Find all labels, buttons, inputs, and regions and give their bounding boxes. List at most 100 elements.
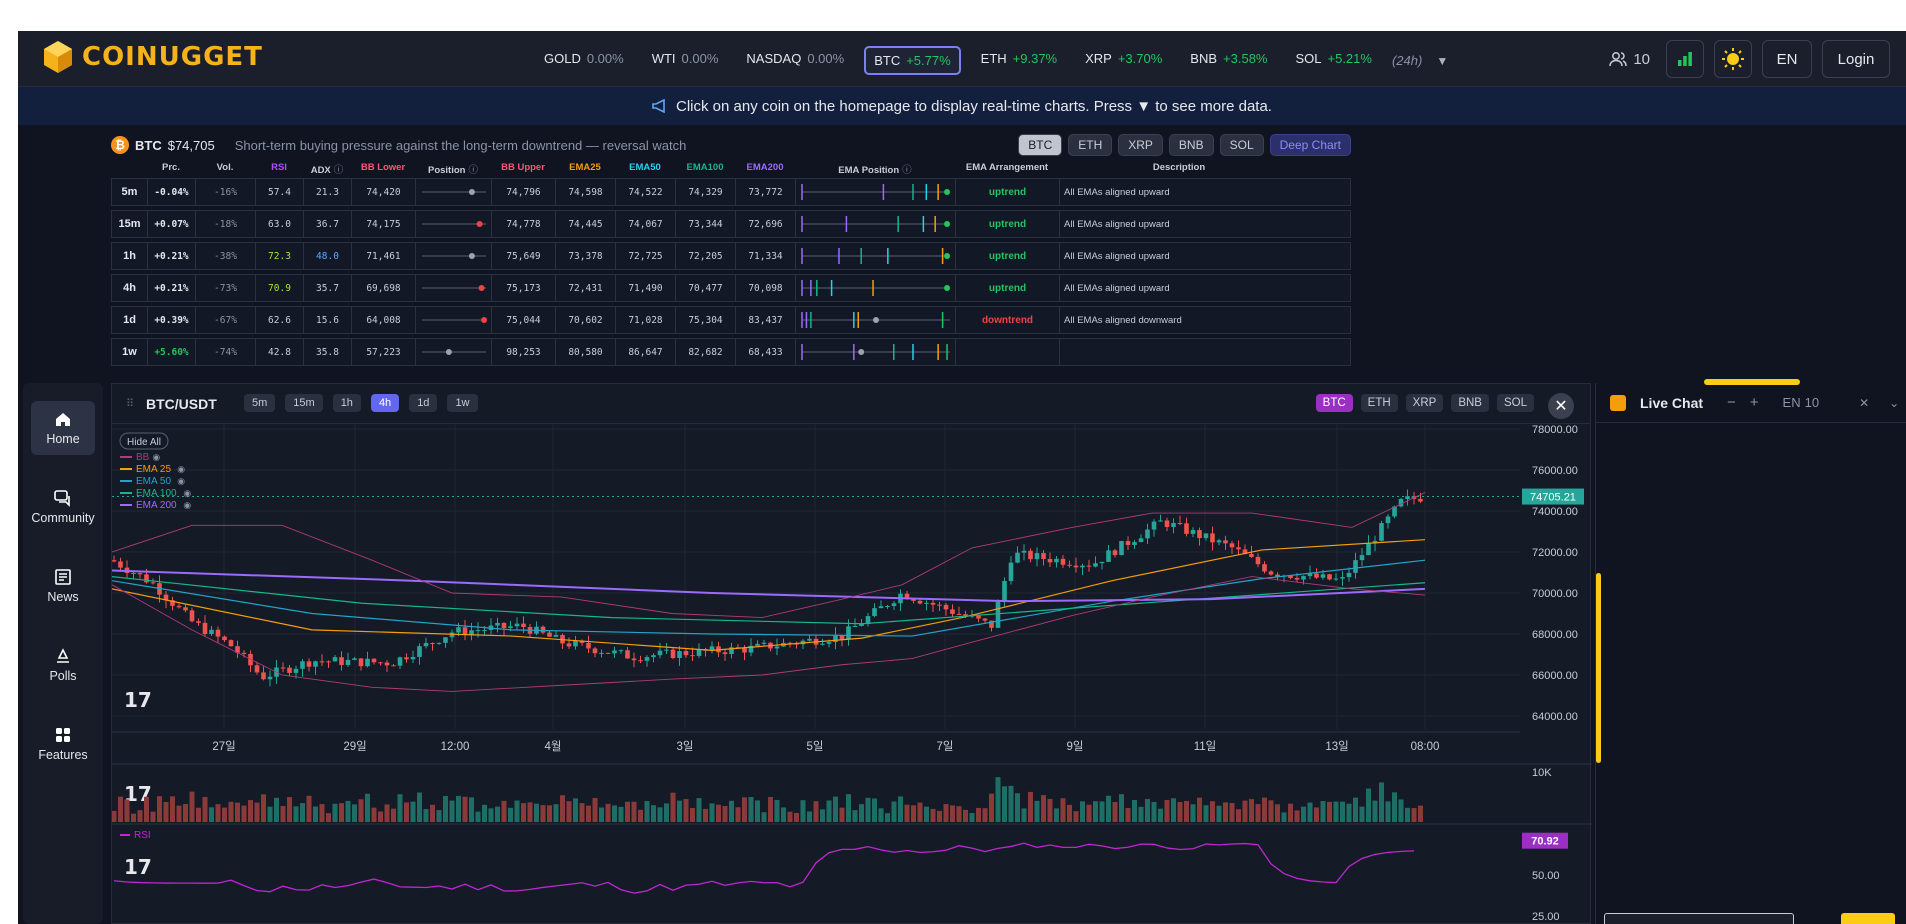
summary-tab-sol[interactable]: SOL [1219, 134, 1264, 156]
legend-item[interactable]: BB ◉ [120, 452, 160, 463]
hide-all-label: Hide All [127, 437, 161, 448]
candle-body [228, 640, 234, 647]
deep-chart-button[interactable]: Deep Chart [1269, 134, 1351, 156]
interval-1w[interactable]: 1w [447, 394, 478, 412]
chart-canvas[interactable]: 78000.00 76000.00 74000.00 72000.00 70000.00… [112, 424, 1592, 924]
ticker-btc[interactable]: BTC +5.77% [864, 46, 961, 75]
brand-logo[interactable]: COINUGGET [42, 40, 263, 74]
legend-item[interactable]: EMA 100 ◉ [120, 488, 191, 499]
candle-body [956, 613, 962, 615]
eye-icon[interactable]: ◉ [183, 488, 191, 498]
chat-minimize-icon[interactable]: − [1727, 394, 1736, 411]
cell-adx: 21.3 [304, 179, 352, 205]
candle-body [222, 636, 227, 641]
drag-handle-icon[interactable]: ⠿ [126, 398, 135, 410]
candle-body [1255, 556, 1261, 565]
nav-features[interactable]: Features [31, 717, 95, 771]
chart-toggle-button[interactable] [1666, 40, 1704, 78]
info-icon[interactable]: ⓘ [333, 165, 344, 176]
candle-body [755, 643, 760, 646]
ticker-name: BTC [874, 53, 901, 68]
chat-send-button[interactable] [1841, 913, 1895, 924]
table-row[interactable]: 1h +0.21% -38% 72.3 48.0 71,461 75,649 73,378 72… [111, 242, 1351, 270]
ticker-gold[interactable]: GOLD 0.00% [536, 46, 632, 75]
time-tick: 3일 [677, 739, 694, 753]
eye-icon[interactable]: ◉ [152, 452, 160, 462]
chat-scrollbar[interactable] [1596, 573, 1601, 763]
interval-5m[interactable]: 5m [244, 394, 276, 412]
candle-body [807, 638, 812, 641]
candle-body [937, 604, 942, 606]
chat-expand-icon[interactable]: + [1749, 394, 1759, 411]
nav-news[interactable]: News [31, 559, 95, 613]
candle-body [1041, 553, 1046, 559]
cell-ema-position [796, 179, 956, 205]
summary-tab-btc[interactable]: BTC [1018, 134, 1063, 156]
volume-bar [787, 811, 793, 822]
volume-bar [670, 792, 676, 822]
ticker-nasdaq[interactable]: NASDAQ 0.00% [738, 46, 852, 75]
chart-coin-xrp[interactable]: XRP [1405, 394, 1444, 412]
table-row[interactable]: 1w +5.60% -74% 42.8 35.8 57,223 98,253 80,580 86… [111, 338, 1351, 366]
legend-item[interactable]: EMA 200 ◉ [120, 500, 191, 511]
ticker-wti[interactable]: WTI 0.00% [644, 46, 727, 75]
interval-1h[interactable]: 1h [332, 394, 361, 412]
legend-item[interactable]: EMA 25 ◉ [120, 464, 185, 475]
table-row[interactable]: 1d +0.39% -67% 62.6 15.6 64,008 75,044 70,602 71… [111, 306, 1351, 334]
summary-tab-xrp[interactable]: XRP [1118, 134, 1163, 156]
interval-4h[interactable]: 4h [370, 394, 400, 412]
eye-icon[interactable]: ◉ [177, 476, 185, 486]
nav-community[interactable]: Community [31, 480, 95, 534]
login-button[interactable]: Login [1822, 40, 1890, 78]
cell-e25: 80,580 [556, 339, 616, 365]
chart-coin-eth[interactable]: ETH [1360, 394, 1398, 412]
info-icon[interactable]: ⓘ [902, 165, 912, 176]
cell-rsi: 63.0 [256, 211, 304, 237]
candle-body [280, 667, 286, 669]
volume-bar [352, 804, 357, 822]
cell-vol: -16% [196, 179, 256, 205]
col-header-label: EMA Arrangement [965, 162, 1049, 173]
ticker-sol[interactable]: SOL +5.21% [1287, 46, 1379, 75]
chat-input[interactable] [1604, 913, 1794, 924]
ticker-expand-icon[interactable]: ▼ [1436, 53, 1449, 68]
chat-collapse-icon[interactable]: ⌄ [1889, 395, 1900, 410]
candle-body [586, 642, 591, 649]
candle-body [963, 614, 968, 617]
volume-bar [1106, 795, 1111, 822]
interval-1d[interactable]: 1d [409, 394, 438, 412]
chat-close-icon[interactable]: ✕ [1859, 395, 1870, 410]
table-row[interactable]: 5m -0.04% -16% 57.4 21.3 74,420 74,796 74,598 74… [111, 178, 1351, 206]
volume-bar [365, 793, 370, 822]
close-chart-button[interactable]: ✕ [1548, 393, 1574, 419]
theme-toggle-button[interactable] [1714, 40, 1752, 78]
chat-resize-handle[interactable] [1704, 379, 1800, 385]
chart-coin-btc[interactable]: BTC [1315, 394, 1353, 412]
price-tick: 72000.00 [1532, 547, 1578, 559]
candle-body [865, 616, 871, 625]
candle-body [696, 648, 702, 656]
candle-body [1392, 506, 1397, 517]
volume-bar [683, 799, 689, 822]
chart-coin-bnb[interactable]: BNB [1451, 394, 1489, 412]
interval-15m[interactable]: 15m [285, 394, 323, 412]
eye-icon[interactable]: ◉ [177, 464, 185, 474]
nav-home[interactable]: Home [31, 401, 95, 455]
candle-body [456, 627, 461, 633]
legend-item[interactable]: EMA 50 ◉ [120, 476, 185, 487]
summary-tab-bnb[interactable]: BNB [1168, 134, 1214, 156]
ticker-bnb[interactable]: BNB +3.58% [1182, 46, 1275, 75]
hide-all-button[interactable]: Hide All [119, 432, 169, 450]
nav-polls[interactable]: Polls [31, 638, 95, 692]
ticker-eth[interactable]: ETH +9.37% [973, 46, 1065, 75]
table-row[interactable]: 4h +0.21% -73% 70.9 35.7 69,698 75,173 72,431 71… [111, 274, 1351, 302]
table-row[interactable]: 15m +0.07% -18% 63.0 36.7 74,175 74,778 74,445 7… [111, 210, 1351, 238]
eye-icon[interactable]: ◉ [183, 500, 191, 510]
ticker-xrp[interactable]: XRP +3.70% [1077, 46, 1170, 75]
info-icon[interactable]: ⓘ [468, 165, 478, 176]
language-button[interactable]: EN [1762, 40, 1812, 78]
summary-tab-eth[interactable]: ETH [1068, 134, 1113, 156]
chart-coin-sol[interactable]: SOL [1496, 394, 1534, 412]
volume-bar [202, 796, 208, 822]
cell-arr: downtrend [956, 307, 1060, 333]
